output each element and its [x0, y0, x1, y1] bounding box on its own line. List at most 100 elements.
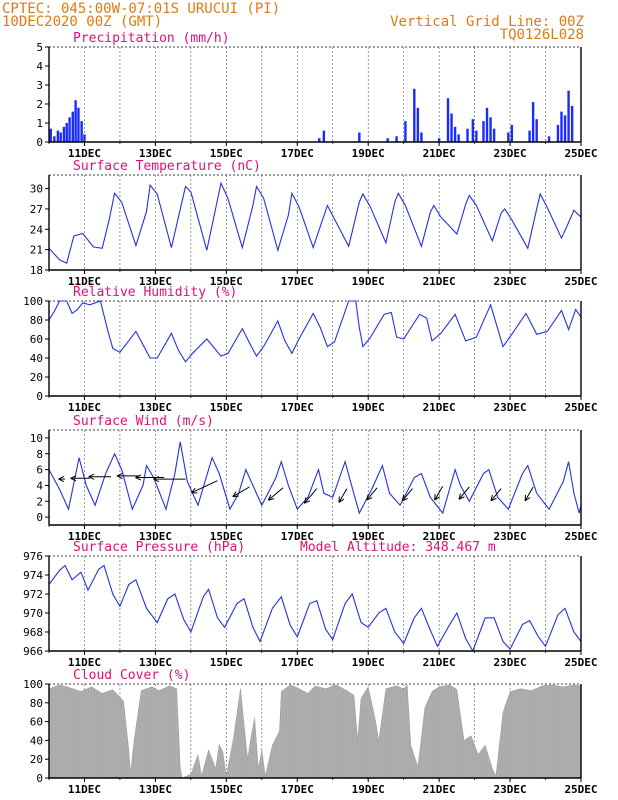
- x-tick-label: 15DEC: [210, 656, 243, 669]
- wind-arrow-head: [116, 472, 123, 477]
- wind-arrow-head: [303, 497, 307, 504]
- precip-bar: [531, 102, 535, 142]
- wind-arrow-head: [366, 494, 369, 501]
- precip-bar: [510, 124, 514, 142]
- wind-vector: [116, 472, 140, 479]
- precip-bar: [471, 119, 475, 142]
- wind-arrow-head: [153, 478, 160, 483]
- wind-arrow-shaft: [268, 487, 284, 501]
- precip-bar: [567, 90, 570, 142]
- x-tick-label: 19DEC: [352, 656, 385, 669]
- precip-bar: [71, 111, 74, 142]
- precip-bar: [322, 130, 326, 142]
- panel-rh: 0 20 40 60 80 100 11DEC 13DEC 15DEC 17DEC 19DEC 21D…: [23, 285, 597, 414]
- precip-bar: [358, 132, 361, 142]
- wind-arrow-head: [58, 476, 65, 480]
- x-tick-label: 19DEC: [352, 530, 385, 543]
- precip-bar: [528, 130, 531, 142]
- wind-arrow-head: [267, 494, 272, 501]
- x-tick-label: 15DEC: [210, 530, 243, 543]
- x-tick-label: 25DEC: [564, 783, 597, 796]
- cloud-area: [48, 684, 582, 779]
- precip-bar: [77, 107, 80, 142]
- wind-arrow-head: [88, 476, 95, 480]
- wind-vector: [458, 486, 470, 500]
- wind-arrow-head: [135, 477, 142, 481]
- x-tick-label: 23DEC: [494, 275, 527, 288]
- precip-bar: [420, 132, 423, 142]
- x-tick-label: 21DEC: [423, 401, 456, 414]
- press-series-line: [48, 564, 582, 653]
- y-tick-label: 0: [36, 390, 43, 403]
- y-tick-label: 970: [23, 607, 43, 620]
- wind-arrow-head: [70, 475, 77, 479]
- precip-bar: [404, 121, 407, 142]
- x-tick-label: 17DEC: [281, 783, 314, 796]
- wind-vector: [70, 475, 90, 482]
- y-tick-label: 966: [23, 645, 43, 658]
- y-tick-label: 27: [30, 203, 43, 216]
- press-title: Surface Pressure (hPa): [73, 540, 245, 555]
- wind-arrow-head: [338, 498, 345, 503]
- x-tick-label: 19DEC: [352, 401, 385, 414]
- y-tick-label: 18: [30, 264, 43, 277]
- wind-vector: [490, 488, 502, 502]
- wind-title: Surface Wind (m/s): [73, 414, 214, 429]
- x-tick-label: 11DEC: [68, 275, 101, 288]
- y-tick-label: 10: [30, 432, 43, 445]
- y-tick-label: 24: [30, 223, 44, 236]
- y-tick-label: 968: [23, 626, 43, 639]
- temp-title: Surface Temperature (nC): [73, 159, 261, 174]
- x-tick-label: 15DEC: [210, 401, 243, 414]
- wind-arrow-head: [402, 497, 408, 502]
- precip-bar: [49, 128, 52, 142]
- y-tick-label: 972: [23, 588, 43, 601]
- y-tick-label: 4: [36, 60, 43, 73]
- x-tick-label: 17DEC: [281, 530, 314, 543]
- x-tick-label: 17DEC: [281, 401, 314, 414]
- x-tick-label: 15DEC: [210, 783, 243, 796]
- precip-bar: [560, 111, 563, 142]
- x-tick-label: 23DEC: [494, 783, 527, 796]
- wind-vector: [267, 487, 284, 501]
- y-tick-label: 20: [30, 371, 43, 384]
- precip-bar: [457, 134, 460, 142]
- wind-arrow-head: [70, 477, 77, 482]
- x-tick-label: 13DEC: [139, 275, 172, 288]
- x-tick-label: 21DEC: [423, 147, 456, 160]
- wind-arrow-head: [366, 497, 373, 501]
- wind-arrow-head: [458, 493, 461, 500]
- x-tick-label: 11DEC: [68, 783, 101, 796]
- wind-arrow-head: [458, 496, 465, 500]
- rh-series-line: [48, 300, 582, 363]
- header-run-id: TQ0126L028: [500, 27, 584, 43]
- precip-bar: [416, 107, 420, 142]
- wind-arrow-head: [232, 491, 237, 497]
- x-tick-label: 21DEC: [423, 656, 456, 669]
- x-tick-label: 19DEC: [352, 783, 385, 796]
- y-tick-label: 100: [23, 678, 43, 691]
- y-tick-label: 30: [30, 183, 43, 196]
- wind-arrow-head: [434, 496, 440, 501]
- temp-series-line: [48, 181, 582, 264]
- wind-arrow-head: [88, 473, 95, 478]
- x-tick-label: 19DEC: [352, 275, 385, 288]
- x-tick-label: 25DEC: [564, 401, 597, 414]
- precip-bar: [450, 113, 453, 142]
- precip-bar: [65, 123, 68, 142]
- y-tick-label: 6: [36, 464, 43, 477]
- y-tick-label: 8: [36, 448, 43, 461]
- panel-temp: 18 21 24 27 30 11DEC 13DEC 15DEC 17DEC 19DEC 21DEC…: [30, 159, 598, 288]
- precip-bar: [318, 138, 321, 142]
- y-tick-label: 40: [30, 352, 43, 365]
- wind-arrow-shaft: [458, 486, 470, 500]
- precip-bar: [482, 121, 485, 142]
- precip-bar: [507, 132, 510, 142]
- header-grid-note: Vertical Grid Line: 00Z: [390, 14, 584, 30]
- cloud-title: Cloud Cover (%): [73, 668, 190, 683]
- x-tick-label: 21DEC: [423, 275, 456, 288]
- x-tick-label: 11DEC: [68, 147, 101, 160]
- wind-arrow-head: [268, 498, 275, 501]
- wind-arrow-shaft: [304, 488, 318, 504]
- x-tick-label: 17DEC: [281, 275, 314, 288]
